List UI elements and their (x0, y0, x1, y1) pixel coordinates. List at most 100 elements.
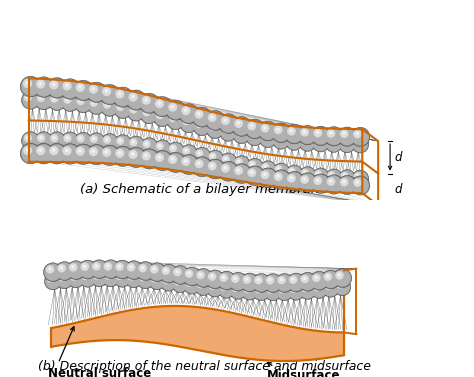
Circle shape (144, 98, 148, 101)
Circle shape (184, 120, 188, 123)
Circle shape (217, 271, 236, 290)
Circle shape (80, 271, 95, 287)
Circle shape (207, 281, 223, 296)
Circle shape (50, 134, 58, 142)
Circle shape (115, 90, 124, 99)
Circle shape (35, 144, 53, 163)
Circle shape (164, 278, 167, 281)
Circle shape (312, 168, 329, 185)
Circle shape (45, 274, 61, 289)
Circle shape (100, 145, 120, 166)
Circle shape (115, 102, 131, 118)
Circle shape (298, 173, 317, 192)
Circle shape (127, 149, 145, 167)
Circle shape (39, 96, 43, 99)
Circle shape (137, 272, 154, 289)
Circle shape (179, 155, 199, 175)
Circle shape (102, 270, 119, 287)
Circle shape (230, 283, 246, 299)
Circle shape (103, 101, 111, 109)
Circle shape (137, 263, 154, 279)
Circle shape (278, 286, 286, 293)
Circle shape (20, 76, 41, 97)
Circle shape (247, 121, 256, 130)
Circle shape (354, 138, 362, 146)
Text: d: d (395, 183, 402, 196)
Circle shape (262, 133, 269, 140)
Circle shape (165, 100, 186, 120)
Circle shape (156, 142, 164, 150)
Circle shape (284, 124, 304, 144)
Circle shape (250, 162, 254, 166)
Circle shape (48, 144, 66, 163)
Circle shape (198, 152, 201, 155)
Circle shape (339, 170, 355, 186)
Circle shape (208, 113, 217, 122)
Circle shape (245, 166, 264, 185)
Circle shape (176, 280, 179, 283)
Circle shape (89, 98, 105, 113)
Circle shape (246, 120, 264, 138)
Circle shape (188, 281, 191, 284)
Circle shape (126, 262, 142, 279)
Circle shape (205, 110, 225, 130)
Circle shape (246, 129, 264, 146)
Circle shape (56, 272, 73, 289)
Circle shape (254, 285, 269, 300)
Circle shape (79, 270, 96, 287)
Circle shape (209, 282, 216, 290)
Circle shape (140, 150, 158, 168)
Circle shape (64, 134, 72, 142)
Circle shape (38, 82, 42, 85)
Circle shape (114, 270, 131, 287)
Circle shape (208, 272, 217, 281)
Circle shape (49, 133, 65, 149)
Circle shape (269, 288, 272, 291)
Circle shape (180, 156, 198, 173)
Circle shape (105, 89, 108, 93)
Circle shape (92, 262, 100, 271)
Circle shape (183, 277, 201, 294)
Circle shape (207, 150, 224, 167)
Circle shape (276, 127, 280, 131)
Circle shape (206, 160, 224, 178)
Circle shape (356, 174, 359, 177)
Circle shape (255, 286, 263, 293)
Circle shape (140, 138, 158, 155)
Circle shape (100, 86, 119, 104)
Circle shape (194, 159, 203, 168)
Circle shape (290, 129, 293, 132)
Circle shape (129, 138, 137, 146)
Circle shape (222, 155, 230, 163)
Circle shape (311, 282, 327, 297)
Circle shape (235, 158, 243, 166)
Circle shape (335, 271, 344, 280)
Circle shape (160, 265, 177, 282)
Circle shape (184, 159, 187, 163)
Circle shape (353, 137, 368, 152)
Circle shape (53, 136, 55, 139)
Circle shape (149, 274, 164, 289)
Circle shape (21, 77, 40, 96)
Circle shape (314, 276, 318, 279)
Circle shape (287, 127, 296, 136)
Circle shape (153, 150, 173, 170)
Circle shape (196, 271, 205, 279)
Circle shape (49, 80, 58, 89)
Circle shape (240, 273, 259, 292)
Circle shape (241, 283, 258, 300)
Circle shape (232, 285, 239, 292)
Circle shape (181, 116, 197, 132)
Circle shape (21, 132, 40, 150)
Circle shape (310, 282, 328, 299)
Circle shape (139, 93, 159, 113)
Circle shape (193, 108, 211, 126)
Circle shape (220, 284, 228, 291)
Circle shape (118, 151, 121, 155)
Circle shape (299, 174, 316, 191)
Circle shape (233, 126, 250, 144)
Circle shape (73, 144, 93, 164)
Circle shape (145, 110, 148, 113)
Circle shape (35, 132, 53, 150)
Circle shape (314, 137, 322, 145)
